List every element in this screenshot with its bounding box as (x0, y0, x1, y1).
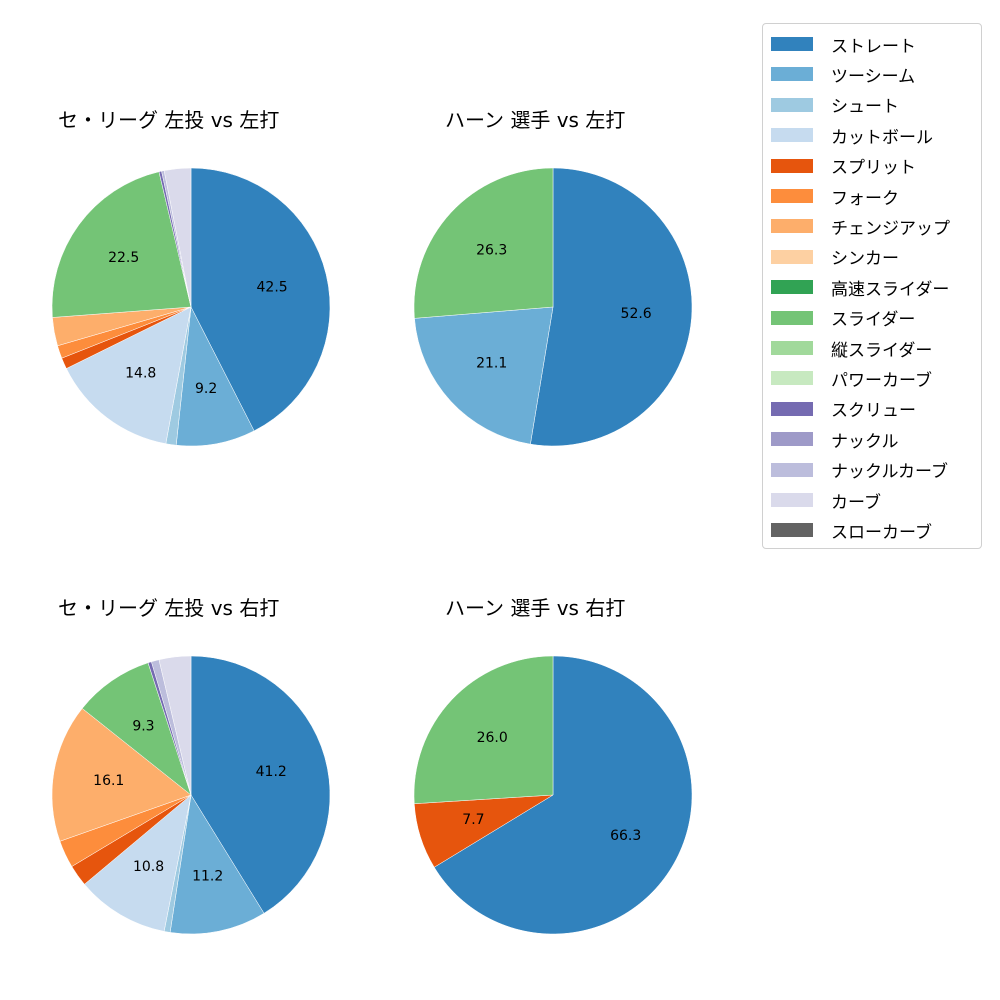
chart-title-player-vs-left: ハーン 選手 vs 左打 (445, 108, 626, 132)
slice-value-label: 9.3 (132, 718, 154, 734)
chart-title-player-vs-right: ハーン 選手 vs 右打 (445, 596, 626, 620)
legend-label: 縦スライダー (831, 340, 933, 361)
legend-item: 縦スライダー (771, 333, 932, 363)
legend-label: ツーシーム (831, 66, 916, 87)
legend-item: カットボール (771, 120, 933, 150)
pie-league-vs-right: 41.2 11.2 10.8 16.1 9.3 (51, 655, 331, 935)
slice-value-label: 10.8 (133, 859, 164, 875)
legend-item: スローカーブ (771, 515, 932, 545)
legend-item: スライダー (771, 303, 915, 333)
slice-value-label: 66.3 (610, 828, 641, 844)
pie-player-vs-left: 52.6 21.1 26.3 (413, 167, 693, 447)
legend-label: ナックルカーブ (831, 462, 948, 483)
slice-value-label: 14.8 (125, 366, 156, 382)
pie-slice (51, 708, 192, 842)
legend-label: シュート (831, 97, 899, 118)
legend-swatch (771, 310, 813, 325)
pie-slice (84, 794, 192, 932)
legend-item: カーブ (771, 485, 881, 515)
legend-swatch (771, 219, 813, 234)
legend: ストレートツーシームシュートカットボール スプリットフォークチェンジアップ シンカー… (762, 23, 982, 549)
pie-slice (158, 655, 192, 796)
legend-swatch (771, 462, 813, 477)
pie-slice (190, 167, 331, 432)
pie-slice (81, 662, 192, 796)
chart-title-league-vs-right: セ・リーグ 左投 vs 右打 (58, 596, 280, 620)
legend-swatch (771, 97, 813, 112)
legend-item: ストレート (771, 29, 916, 59)
legend-label: 高速スライダー (831, 279, 950, 300)
legend-swatch (771, 432, 813, 447)
slice-value-label: 41.2 (256, 764, 287, 780)
legend-swatch (771, 341, 813, 355)
legend-item: スプリット (771, 151, 916, 181)
legend-item: ナックル (771, 424, 899, 454)
pie-slice (190, 655, 331, 914)
legend-label: スローカーブ (831, 522, 932, 543)
legend-item: シュート (771, 90, 899, 120)
legend-label: ナックル (831, 431, 899, 452)
slice-value-label: 7.7 (462, 812, 484, 828)
legend-swatch (771, 280, 813, 295)
pie-league-vs-left: 42.5 9.2 14.8 22.5 (51, 167, 331, 447)
legend-swatch (771, 401, 813, 416)
pie-slice (414, 306, 554, 445)
pie-slice (169, 794, 265, 935)
legend-swatch (771, 128, 813, 143)
legend-label: カットボール (831, 127, 933, 148)
legend-swatch (771, 37, 813, 51)
slice-value-label: 9.2 (195, 381, 217, 397)
slice-value-label: 26.0 (477, 730, 508, 746)
legend-item: フォーク (771, 181, 899, 211)
slice-value-label: 22.5 (108, 250, 139, 266)
legend-label: カーブ (831, 492, 881, 513)
legend-label: チェンジアップ (831, 218, 950, 239)
legend-item: シンカー (771, 242, 899, 272)
legend-label: スライダー (831, 310, 916, 331)
legend-item: チェンジアップ (771, 211, 950, 241)
legend-label: ストレート (831, 36, 916, 57)
slice-value-label: 16.1 (93, 773, 124, 789)
pie-player-vs-right: 66.3 7.7 26.0 (413, 655, 693, 935)
legend-swatch (771, 493, 813, 507)
legend-swatch (771, 523, 813, 538)
legend-item: ツーシーム (771, 59, 915, 89)
legend-swatch (771, 371, 813, 386)
slice-value-label: 26.3 (476, 242, 507, 258)
legend-item: ナックルカーブ (771, 455, 948, 485)
legend-swatch (771, 67, 813, 82)
legend-item: スクリュー (771, 394, 916, 424)
legend-swatch (771, 189, 813, 203)
legend-label: シンカー (831, 249, 899, 270)
pie-slice (433, 655, 693, 935)
pie-slice (175, 306, 255, 447)
chart-title-league-vs-left: セ・リーグ 左投 vs 左打 (58, 108, 280, 132)
slice-value-label: 52.6 (621, 306, 652, 322)
pie-slice (530, 167, 693, 447)
pie-slice (413, 167, 554, 319)
legend-item: 高速スライダー (771, 272, 949, 302)
legend-label: スプリット (831, 158, 916, 179)
slice-value-label: 11.2 (192, 869, 223, 885)
pie-slice (413, 655, 554, 804)
pie-slice (163, 167, 192, 308)
slice-value-label: 42.5 (257, 280, 288, 296)
legend-label: フォーク (831, 188, 899, 209)
legend-label: スクリュー (831, 401, 916, 422)
legend-label: パワーカーブ (831, 370, 932, 391)
pie-slice (51, 171, 192, 318)
legend-swatch (771, 158, 813, 173)
legend-swatch (771, 249, 813, 264)
pie-slice (66, 306, 192, 444)
slice-value-label: 21.1 (476, 356, 507, 372)
legend-item: パワーカーブ (771, 363, 932, 393)
